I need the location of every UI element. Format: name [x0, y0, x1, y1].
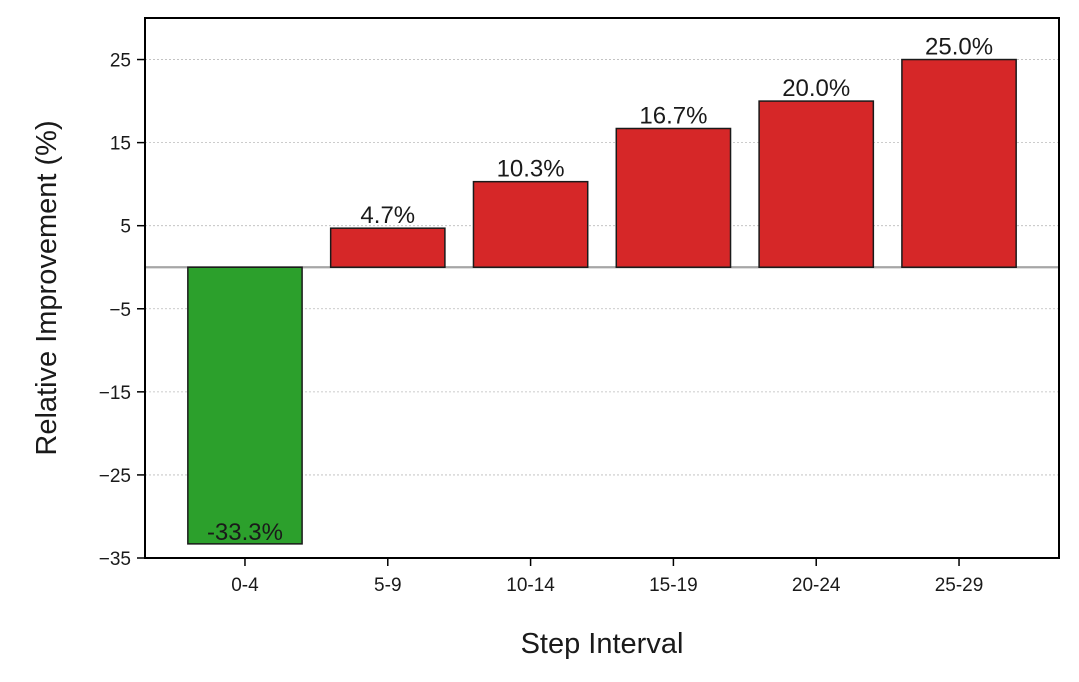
- y-axis-ticks: 25 15 5 −5 −15 −25 −35: [99, 51, 145, 570]
- data-label: 4.7%: [360, 202, 415, 229]
- y-tick-label: −25: [99, 466, 131, 487]
- data-label: 10.3%: [497, 156, 565, 183]
- x-tick-label: 5-9: [374, 575, 401, 596]
- data-label: 16.7%: [639, 102, 707, 129]
- y-tick-label: 25: [110, 51, 131, 72]
- x-tick-label: 10-14: [506, 575, 555, 596]
- y-tick-label: 15: [110, 134, 131, 155]
- data-label: 20.0%: [782, 75, 850, 102]
- bar-10-14: [472, 180, 589, 268]
- x-axis-label: Step Interval: [521, 628, 684, 660]
- x-tick-label: 15-19: [649, 575, 698, 596]
- x-axis-ticks: 0-4 5-9 10-14 15-19 20-24 25-29: [231, 558, 983, 596]
- data-labels: -33.3% 4.7% 10.3% 16.7% 20.0% 25.0%: [207, 34, 993, 546]
- y-tick-label: −35: [99, 549, 131, 570]
- y-tick-label: 5: [120, 217, 131, 238]
- data-label: 25.0%: [925, 34, 993, 61]
- bars: [187, 58, 1017, 545]
- bar-15-19: [615, 127, 732, 268]
- bar-0-4: [187, 266, 303, 545]
- bar-5-9: [329, 227, 446, 268]
- x-tick-label: 0-4: [231, 575, 259, 596]
- plot-frame: [144, 17, 1060, 559]
- bar-25-29: [901, 58, 1017, 268]
- x-tick-label: 25-29: [935, 575, 984, 596]
- y-tick-label: −15: [99, 383, 131, 404]
- data-label: -33.3%: [207, 519, 283, 546]
- y-axis-label: Relative Improvement (%): [31, 120, 63, 455]
- y-tick-label: −5: [109, 300, 131, 321]
- bar-20-24: [758, 100, 875, 268]
- x-tick-label: 20-24: [792, 575, 841, 596]
